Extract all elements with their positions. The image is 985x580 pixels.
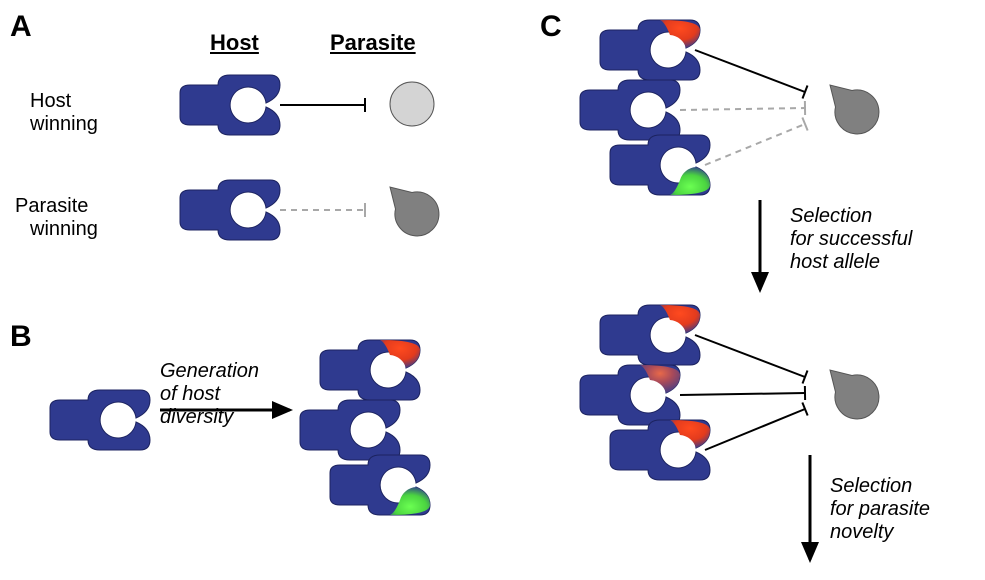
inhibit-line bbox=[695, 335, 805, 377]
host-shape bbox=[610, 135, 710, 195]
header-parasite: Parasite bbox=[330, 30, 416, 56]
inhibit-line bbox=[680, 393, 805, 395]
panel-a-label: A bbox=[10, 10, 32, 44]
caption-gen-diversity: Generationof hostdiversity bbox=[160, 360, 259, 429]
label-parasite-winning-2: winning bbox=[30, 218, 98, 240]
host-shape bbox=[180, 75, 280, 135]
inhibit-line bbox=[680, 108, 805, 110]
host-shape bbox=[580, 80, 680, 140]
inhibit-line bbox=[705, 409, 805, 450]
header-host: Host bbox=[210, 30, 259, 56]
panel-b-label: B bbox=[10, 320, 32, 354]
label-host-winning-1: Host bbox=[30, 90, 71, 112]
host-shape bbox=[180, 180, 280, 240]
parasite-shape bbox=[390, 82, 434, 126]
label-parasite-winning-1: Parasite bbox=[15, 195, 88, 217]
host-shape bbox=[330, 455, 430, 515]
panel-c-label: C bbox=[540, 10, 562, 44]
inhibit-line bbox=[705, 124, 805, 165]
host-shape bbox=[580, 365, 680, 425]
parasite-shape bbox=[830, 370, 879, 419]
caption-sel-host-allele: Selectionfor successfulhost allele bbox=[790, 205, 912, 274]
label-host-winning-2: winning bbox=[30, 113, 98, 135]
host-shape bbox=[600, 305, 700, 365]
parasite-shape bbox=[830, 85, 879, 134]
host-shape bbox=[600, 20, 700, 80]
inhibit-line bbox=[695, 50, 805, 92]
host-shape bbox=[320, 340, 420, 400]
host-shape bbox=[300, 400, 400, 460]
host-shape bbox=[610, 420, 710, 480]
host-shape bbox=[50, 390, 150, 450]
parasite-shape bbox=[390, 187, 439, 236]
caption-sel-parasite-novelty: Selectionfor parasitenovelty bbox=[830, 475, 930, 544]
inhibit-cap bbox=[802, 118, 807, 131]
